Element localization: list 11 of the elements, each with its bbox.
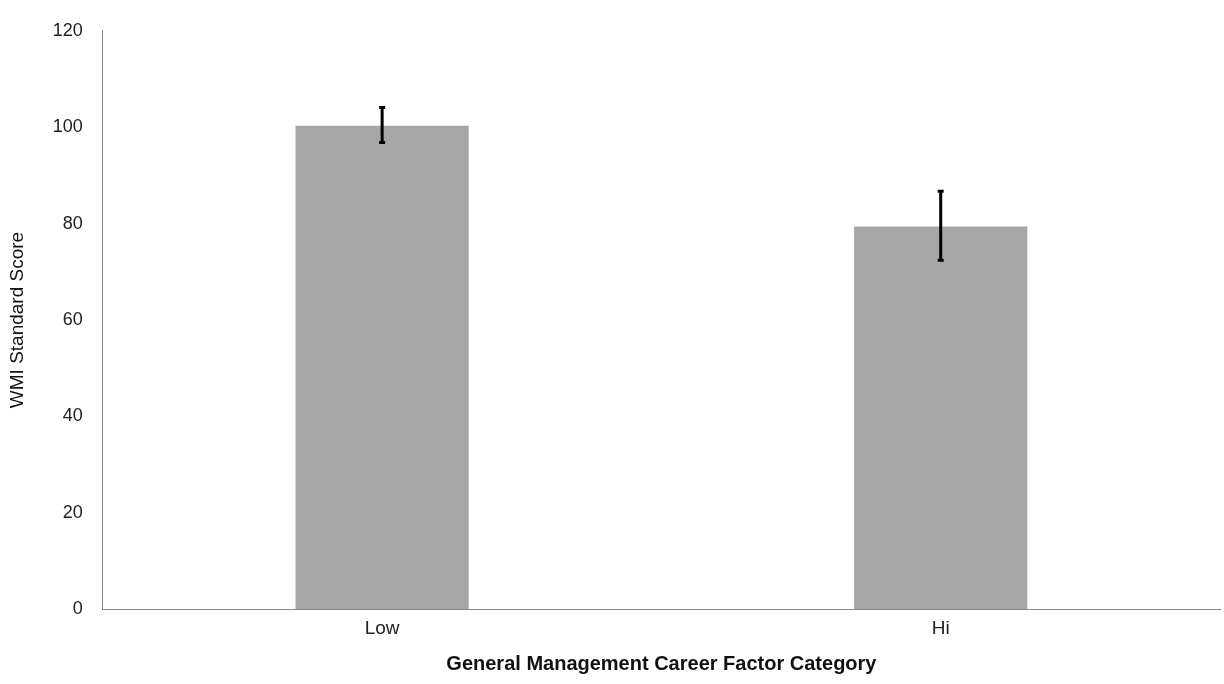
- y-tick-label: 20: [62, 501, 83, 522]
- x-axis-title: General Management Career Factor Category: [446, 651, 878, 674]
- x-tick-label: Low: [364, 616, 400, 638]
- y-tick-label: 0: [72, 598, 83, 619]
- y-tick-label: 120: [52, 19, 83, 40]
- y-axis-title: WMI Standard Score: [5, 231, 27, 409]
- y-tick-label: 100: [52, 116, 83, 137]
- x-tick-label: Hi: [931, 616, 950, 638]
- y-tick-label: 80: [62, 212, 83, 233]
- y-tick-label: 60: [62, 308, 83, 329]
- y-tick-label: 40: [62, 405, 83, 426]
